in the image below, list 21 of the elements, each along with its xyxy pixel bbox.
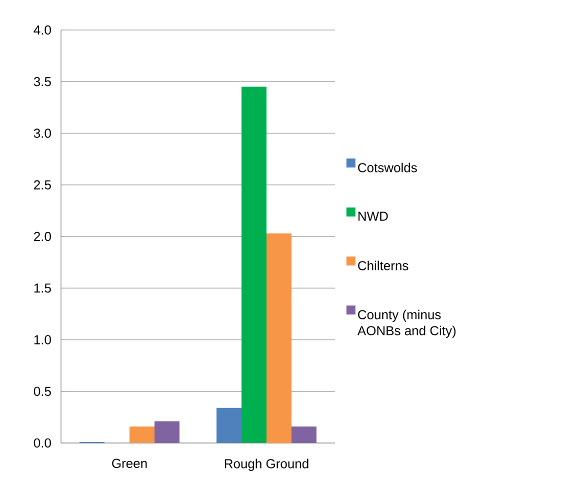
bar (292, 426, 316, 443)
legend-label: Cotswolds (358, 162, 417, 172)
y-tick-label: 2.0 (34, 232, 51, 242)
bar (130, 426, 155, 443)
x-tick-label: Rough Ground (224, 458, 308, 471)
y-tick-label: 3.5 (34, 77, 51, 86)
bar (154, 421, 180, 443)
x-tick-label: Green (112, 458, 147, 468)
legend-label: Chilterns (358, 260, 408, 270)
bar (216, 408, 242, 443)
bar (266, 233, 292, 443)
y-tick-label: 1.5 (34, 284, 51, 293)
y-tick-label: 0.5 (34, 386, 51, 396)
y-tick-label: 2.5 (34, 180, 51, 190)
y-tick-label: 3.0 (34, 128, 51, 138)
legend-label: NWD (358, 212, 388, 221)
y-tick-label: 1.0 (34, 335, 51, 344)
y-tick-label: 4.0 (34, 25, 51, 35)
bar (242, 86, 267, 443)
y-tick-label: 0.0 (34, 438, 51, 448)
legend-label: County (minus AONBs and City) (357, 310, 456, 338)
